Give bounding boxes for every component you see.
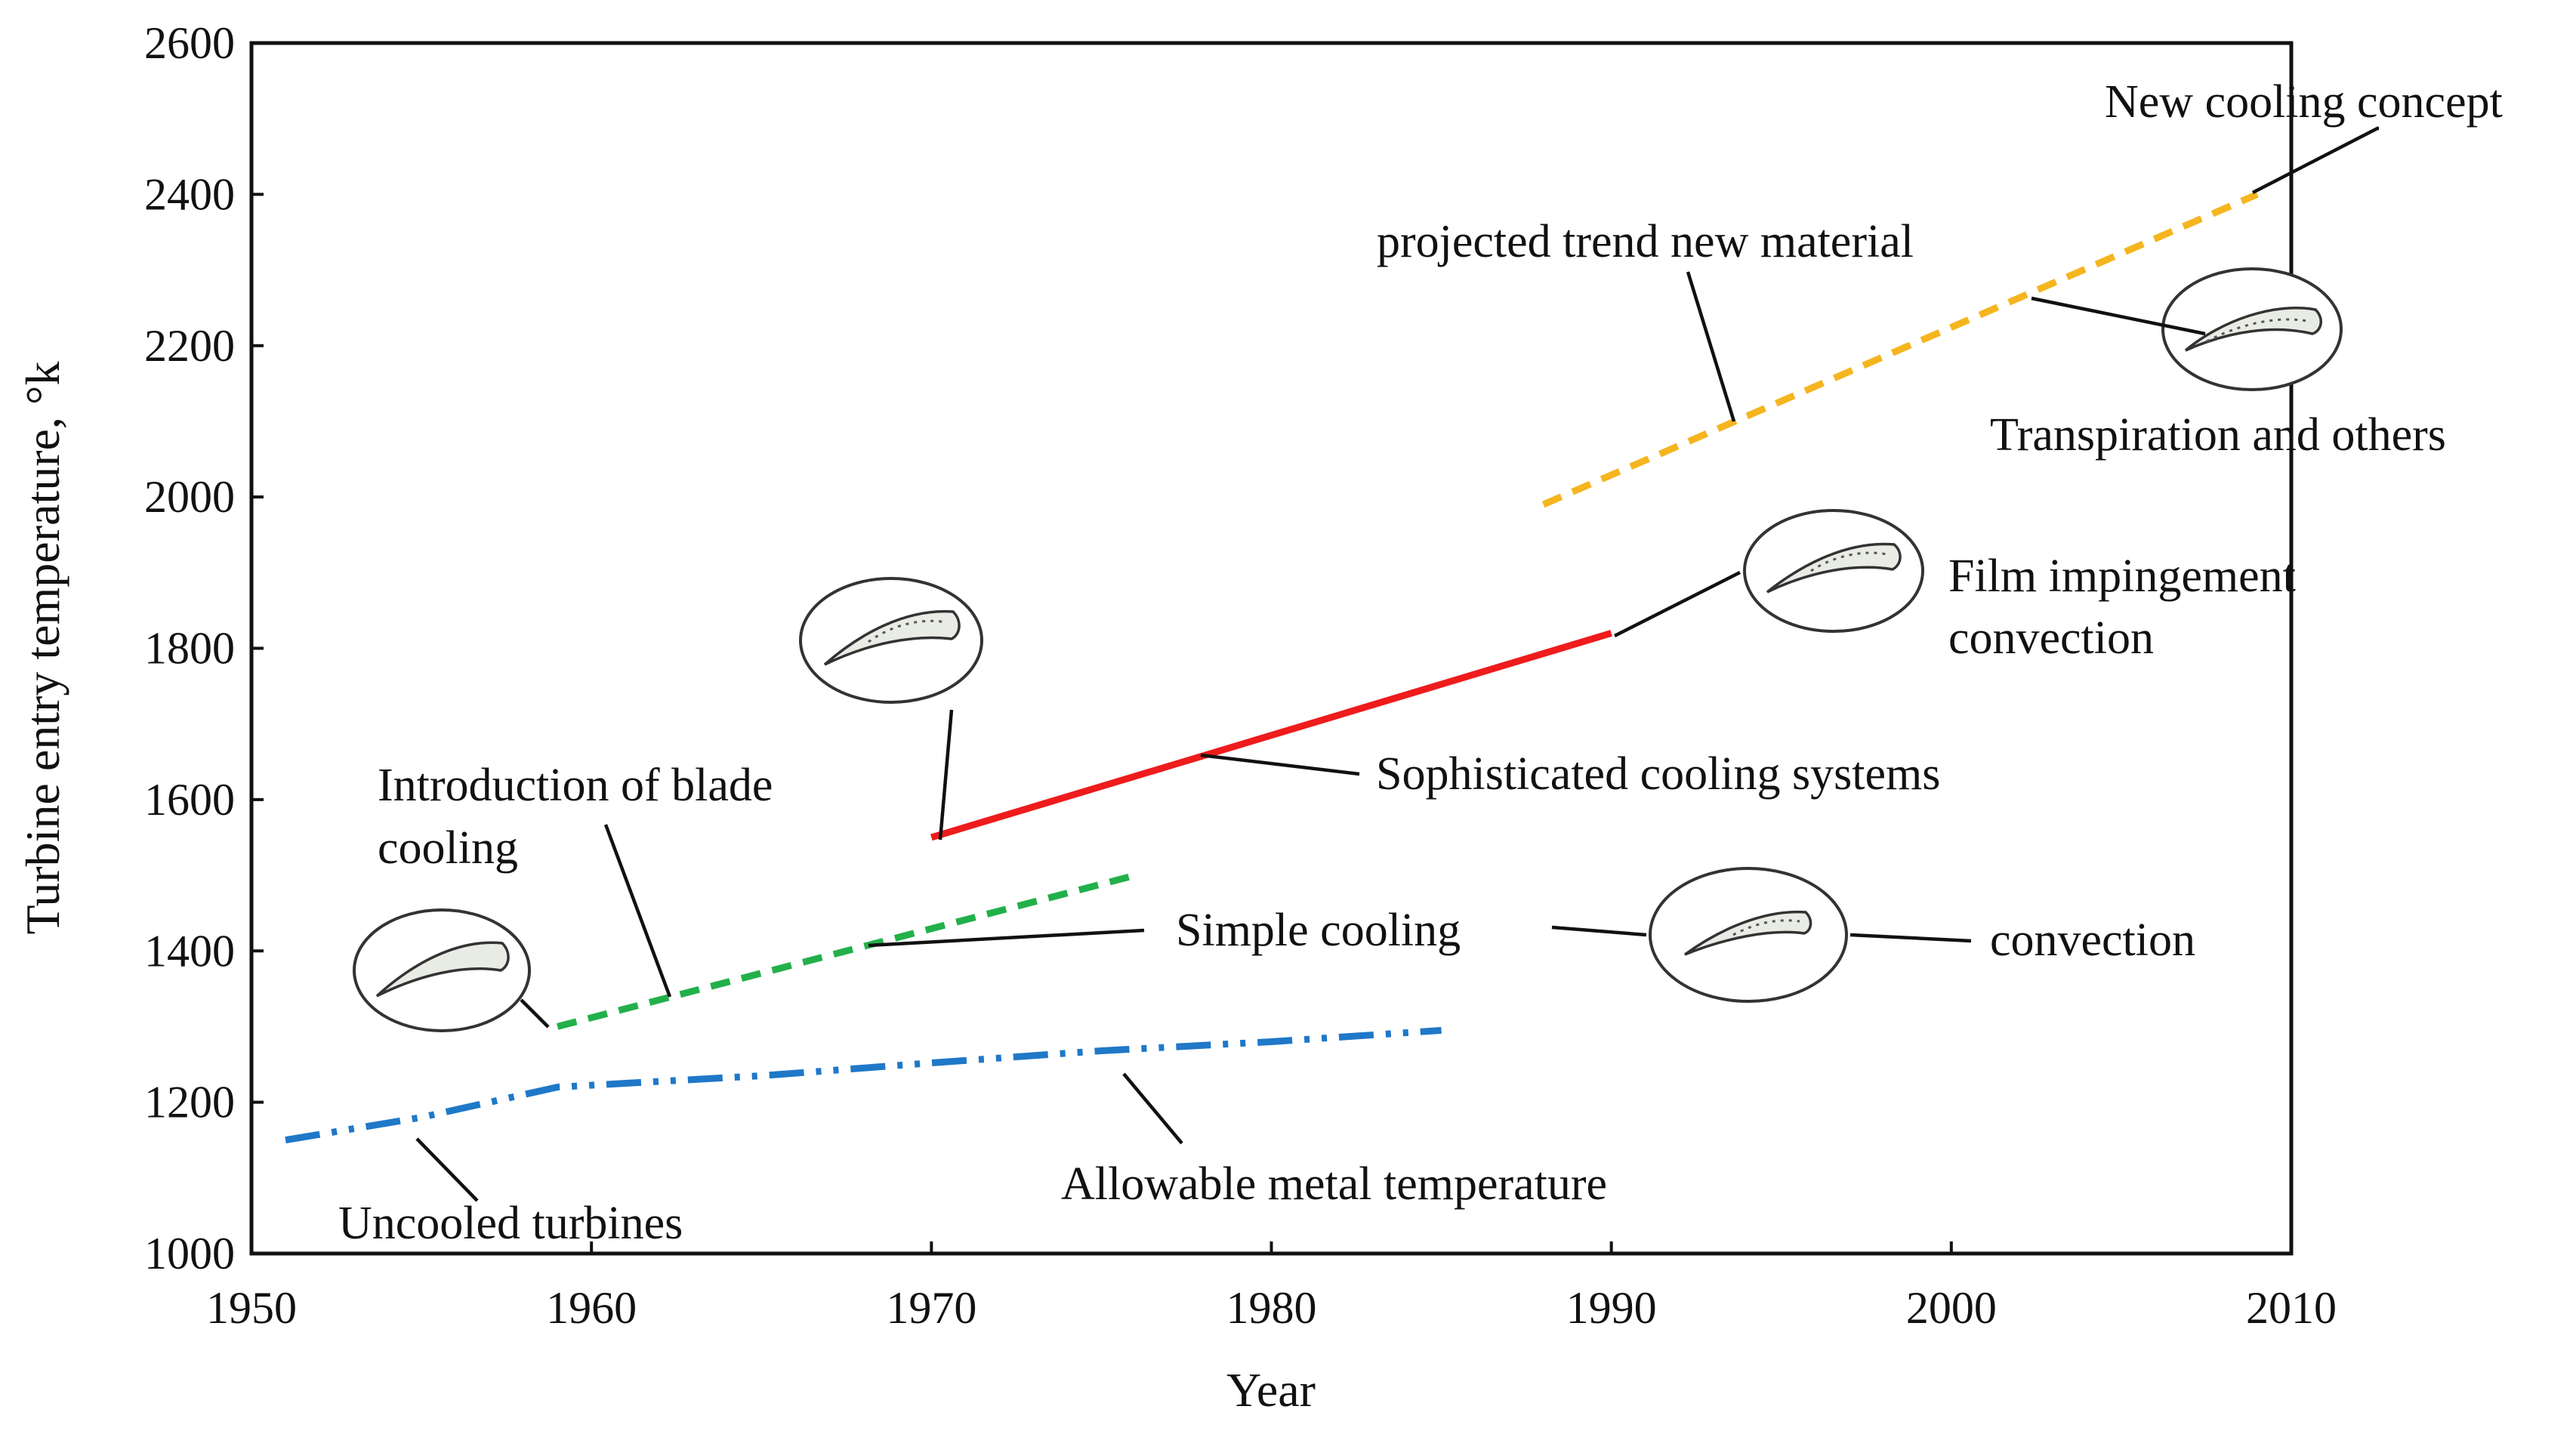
x-tick-label-1990: 1990 — [1566, 1283, 1657, 1333]
annotation-film-convection: convection — [1948, 612, 2154, 664]
leader-blade-sophisticated — [938, 709, 954, 840]
annotation-allowable-metal: Allowable metal temperature — [1061, 1158, 1607, 1210]
leader-simple-cooling — [868, 928, 1145, 948]
y-tick-label-2200: 2200 — [144, 321, 235, 371]
blade-icon-introduction — [353, 908, 531, 1032]
series-group — [285, 191, 2259, 1144]
series-line-1 — [557, 871, 1137, 1030]
y-axis-label: Turbine entry temperature, °k — [16, 361, 69, 934]
leader-uncooled — [415, 1137, 479, 1202]
axis-ticks: 1950 1960 1970 1980 1990 2000 2010 1000 1200 1400… — [144, 18, 2337, 1333]
leader-allowable-metal — [1122, 1072, 1183, 1145]
annotation-transpiration: Transpiration and others — [1990, 409, 2446, 461]
leader-film-impingement — [1613, 570, 1741, 638]
y-tick-label-1800: 1800 — [144, 624, 235, 674]
series-line-3 — [1541, 191, 2259, 508]
annotation-simple-cooling: Simple cooling — [1176, 905, 1461, 956]
x-tick-label-2010: 2010 — [2246, 1283, 2337, 1333]
y-tick-label-2000: 2000 — [144, 472, 235, 522]
blade-icon-sophisticated — [799, 577, 983, 704]
annotation-introduction-line2: cooling — [378, 822, 518, 874]
leader-convection-left — [1551, 925, 1647, 937]
blade-icon-film-impingement — [1743, 509, 1924, 633]
y-tick-label-2600: 2600 — [144, 18, 235, 68]
y-tick-label-1200: 1200 — [144, 1078, 235, 1127]
annotation-uncooled: Uncooled turbines — [338, 1198, 683, 1249]
leader-blade-introduction — [520, 998, 550, 1029]
annotation-projected-trend: projected trend new material — [1377, 216, 1914, 267]
y-tick-label-1000: 1000 — [144, 1229, 235, 1278]
annotation-film-impingement: Film impingement — [1948, 551, 2296, 602]
x-axis-label: Year — [1226, 1363, 1316, 1417]
x-tick-label-2000: 2000 — [1906, 1283, 1997, 1333]
series-line-0 — [285, 1026, 1442, 1144]
leader-sophisticated — [1200, 753, 1360, 776]
leader-introduction — [603, 824, 672, 998]
leader-convection-right — [1849, 933, 1972, 943]
annotation-convection: convection — [1990, 914, 2195, 966]
x-tick-label-1980: 1980 — [1226, 1283, 1317, 1333]
x-tick-label-1970: 1970 — [886, 1283, 976, 1333]
annotation-new-cooling-concept: New cooling concept — [2105, 76, 2503, 128]
x-tick-label-1950: 1950 — [206, 1283, 297, 1333]
annotation-sophisticated: Sophisticated cooling systems — [1376, 748, 1940, 800]
leader-projected-trend — [1686, 271, 1736, 422]
blade-icon-transpiration — [2161, 267, 2343, 391]
series-line-2 — [930, 630, 1612, 841]
y-tick-label-1600: 1600 — [144, 775, 235, 825]
y-tick-label-2400: 2400 — [144, 169, 235, 219]
leader-transpiration — [2031, 296, 2206, 336]
leader-new-cooling-concept — [2251, 126, 2379, 195]
x-tick-label-1960: 1960 — [546, 1283, 637, 1333]
y-tick-label-1400: 1400 — [144, 926, 235, 976]
blade-icon-convection — [1649, 867, 1848, 1003]
annotation-introduction-line1: Introduction of blade — [378, 760, 773, 811]
